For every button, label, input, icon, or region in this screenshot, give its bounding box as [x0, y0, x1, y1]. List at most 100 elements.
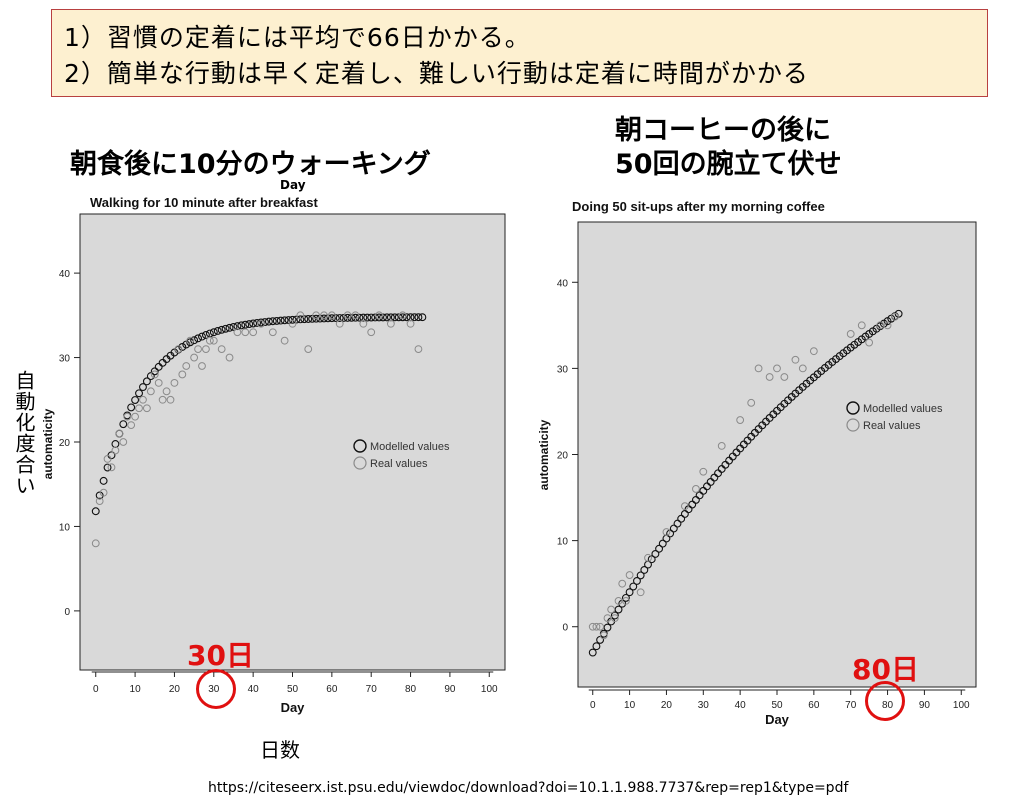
modelled-point: [633, 576, 641, 585]
left-chart-day-top: Day: [280, 178, 306, 192]
real-point: [146, 387, 155, 396]
modelled-point: [249, 319, 258, 328]
modelled-point: [245, 320, 254, 329]
legend-marker-real: [846, 418, 860, 432]
real-point: [773, 364, 781, 373]
real-point: [280, 336, 289, 345]
real-point: [139, 395, 147, 404]
real-point: [736, 416, 745, 424]
x-tick-label: 60: [326, 684, 338, 695]
real-point: [754, 364, 763, 373]
real-point: [692, 485, 700, 493]
modelled-point: [394, 313, 403, 322]
modelled-point: [190, 336, 199, 345]
left-marker-label: 30日: [187, 639, 254, 672]
real-point: [95, 497, 104, 506]
real-point: [398, 311, 407, 320]
modelled-point: [241, 320, 250, 329]
x-tick-label: 70: [845, 700, 857, 711]
real-point: [233, 328, 242, 337]
chart-title: Walking for 10 minute after breakfast: [90, 195, 318, 210]
x-tick-label: 80: [405, 684, 417, 695]
real-point: [115, 429, 124, 438]
chart-title: Doing 50 sit-ups after my morning coffee: [572, 199, 825, 214]
real-point: [198, 362, 206, 370]
source-url: https://citeseerx.ist.psu.edu/viewdoc/do…: [208, 780, 849, 796]
modelled-point: [359, 313, 368, 322]
y-tick-label: 20: [59, 438, 71, 449]
modelled-point: [135, 389, 143, 398]
real-point: [414, 345, 423, 354]
modelled-point: [390, 313, 399, 322]
x-tick-label: 0: [590, 700, 596, 711]
real-point: [747, 398, 756, 407]
modelled-point: [629, 582, 638, 591]
real-point: [107, 463, 116, 472]
legend-label-real: Real values: [370, 458, 428, 470]
modelled-point: [154, 362, 163, 371]
modelled-point: [178, 343, 187, 351]
real-point: [142, 404, 151, 413]
real-point: [618, 579, 627, 588]
real-point: [296, 311, 305, 320]
real-point: [662, 528, 671, 536]
y-tick-label: 0: [562, 623, 568, 634]
real-point: [625, 571, 634, 579]
modelled-point: [651, 550, 660, 558]
y-axis-jp-label: 自動化度合い: [12, 370, 36, 496]
real-point: [343, 311, 352, 320]
real-point: [103, 454, 112, 463]
y-tick-label: 30: [557, 364, 569, 375]
real-point: [225, 353, 234, 362]
real-point: [312, 311, 321, 320]
modelled-point: [673, 519, 682, 528]
real-point: [592, 622, 601, 631]
modelled-point: [351, 313, 360, 322]
x-axis-label: Day: [281, 700, 306, 715]
modelled-point: [640, 565, 649, 574]
modelled-point: [331, 314, 340, 323]
real-point: [209, 336, 218, 345]
x-tick-label: 90: [919, 700, 931, 711]
real-point: [765, 373, 774, 381]
modelled-point: [410, 313, 419, 322]
y-tick-label: 20: [557, 451, 569, 462]
modelled-point: [272, 316, 281, 325]
real-point: [798, 364, 807, 373]
modelled-point: [261, 318, 269, 326]
real-point: [846, 330, 855, 338]
modelled-point: [209, 328, 218, 337]
real-point: [607, 605, 616, 614]
modelled-point: [367, 313, 376, 322]
walking-chart: Walking for 10 minute after breakfast 0 10…: [41, 195, 506, 715]
modelled-point: [95, 491, 104, 500]
summary-box: 1）習慣の定着には平均で66日かかる。 2）簡単な行動は早く定着し、難しい行動は…: [51, 9, 988, 97]
modelled-point: [221, 324, 230, 333]
real-point: [123, 412, 132, 421]
modelled-point: [142, 377, 151, 386]
right-chart-jp-title-line1: 朝コーヒーの後に: [615, 115, 831, 146]
modelled-point: [268, 317, 277, 326]
summary-line-2: 2）簡単な行動は早く定着し、難しい行動は定着に時間がかかる: [64, 59, 809, 88]
modelled-point: [292, 315, 301, 324]
real-point: [170, 378, 179, 387]
x-tick-label: 40: [248, 684, 260, 695]
modelled-point: [658, 539, 667, 548]
real-point: [386, 319, 395, 328]
modelled-point: [375, 313, 384, 322]
modelled-point: [237, 321, 246, 330]
real-point: [288, 319, 297, 328]
modelled-point: [276, 316, 285, 325]
x-tick-label: 40: [735, 700, 747, 711]
real-point: [241, 328, 250, 337]
modelled-point: [312, 314, 321, 323]
x-tick-label: 20: [661, 700, 673, 711]
modelled-point: [225, 323, 234, 332]
y-tick-label: 10: [557, 537, 569, 548]
real-point: [636, 588, 645, 597]
legend-marker-real: [353, 456, 367, 470]
modelled-point: [194, 334, 203, 343]
real-point: [351, 311, 360, 320]
x-tick-label: 50: [287, 684, 299, 695]
